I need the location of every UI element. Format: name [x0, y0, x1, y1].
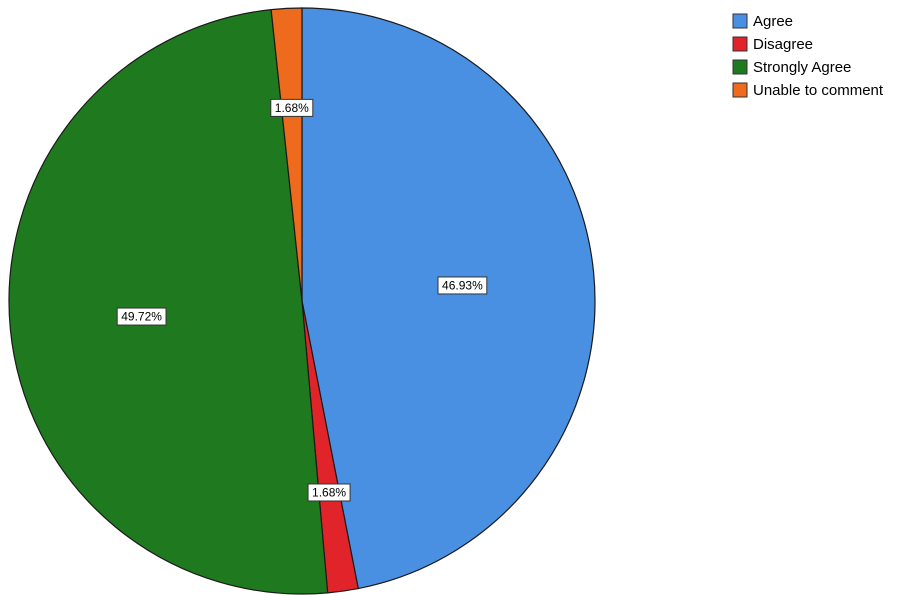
data-label-box [307, 483, 351, 502]
pie-data-labels: 46.93% 1.68% 49.72% 1.68% [116, 98, 488, 502]
data-label-strongly-agree: 49.72% [116, 307, 167, 326]
data-label-text: 46.93% [442, 278, 483, 292]
legend-label: Unable to comment [753, 82, 884, 99]
data-label-agree: 46.93% [437, 276, 488, 295]
data-label-box [437, 276, 488, 295]
legend-item-strongly-agree: Strongly Agree [732, 59, 851, 76]
data-label-disagree: 1.68% [307, 483, 351, 502]
legend-label: Strongly Agree [753, 59, 851, 76]
legend-swatch [732, 36, 748, 52]
legend-swatch [732, 59, 748, 75]
legend-item-unable-to-comment: Unable to comment [732, 82, 884, 99]
data-label-text: 1.68% [312, 485, 346, 499]
data-label-box [270, 98, 314, 117]
pie-slice-unable-to-comment [270, 7, 303, 302]
legend-label: Agree [753, 13, 793, 30]
legend-swatch [732, 82, 748, 98]
pie-slice-agree [301, 7, 596, 590]
data-label-unable-to-comment: 1.68% [270, 98, 314, 117]
pie-slice-strongly-agree [8, 8, 329, 595]
legend-item-disagree: Disagree [732, 36, 813, 53]
legend-label: Disagree [753, 36, 813, 53]
data-label-text: 49.72% [121, 310, 162, 324]
data-label-text: 1.68% [275, 101, 309, 115]
legend: Agree Disagree Strongly Agree Unable to com… [732, 13, 884, 99]
pie-slices [8, 7, 596, 595]
data-label-box [116, 307, 167, 326]
legend-item-agree: Agree [732, 13, 793, 30]
legend-swatch [732, 13, 748, 29]
